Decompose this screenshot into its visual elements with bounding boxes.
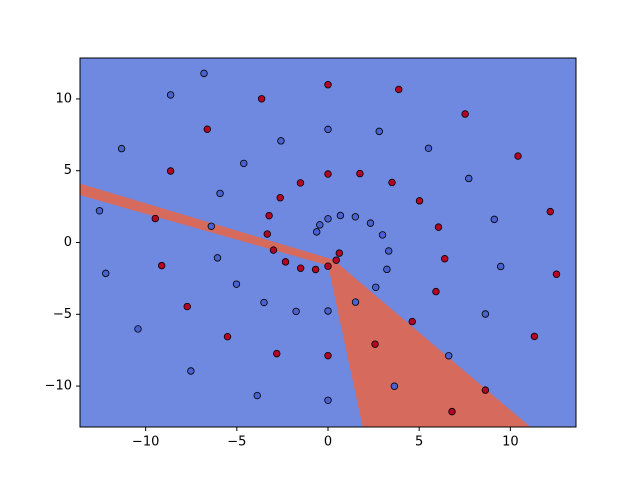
point <box>324 81 332 89</box>
point <box>481 310 490 318</box>
point <box>366 219 375 227</box>
y-tick-label: 0 <box>64 235 72 250</box>
point <box>281 258 290 266</box>
point <box>324 307 332 315</box>
point <box>187 367 195 375</box>
x-tick-label: −10 <box>132 435 159 450</box>
point <box>207 222 215 230</box>
point <box>292 307 300 316</box>
point <box>312 228 321 236</box>
point <box>232 280 241 288</box>
point <box>378 231 387 239</box>
point <box>151 214 160 223</box>
point <box>432 287 440 296</box>
point <box>351 213 360 221</box>
point <box>216 189 224 198</box>
point <box>383 265 391 274</box>
point <box>183 302 191 311</box>
point <box>324 396 332 404</box>
point <box>356 169 364 178</box>
plot-background <box>80 58 576 427</box>
point <box>546 207 554 216</box>
point <box>324 351 332 360</box>
point <box>461 110 469 118</box>
point <box>514 152 522 160</box>
point <box>269 246 278 254</box>
point <box>496 262 505 271</box>
point <box>372 283 380 291</box>
point <box>277 137 285 145</box>
point <box>276 194 284 202</box>
point <box>203 125 211 133</box>
x-tick-label: 0 <box>324 435 332 450</box>
y-tick-label: 10 <box>55 91 72 106</box>
point <box>415 197 424 205</box>
point <box>311 265 320 274</box>
point <box>296 264 305 272</box>
x-tick-label: 10 <box>502 435 519 450</box>
point <box>200 69 208 78</box>
decision-region <box>80 183 531 427</box>
point <box>134 325 142 333</box>
point <box>448 407 456 416</box>
point <box>316 221 324 229</box>
point <box>445 352 453 360</box>
point <box>351 298 360 306</box>
point <box>166 167 175 175</box>
point <box>253 391 261 400</box>
y-tick-label: 5 <box>64 163 72 178</box>
point <box>434 223 443 231</box>
point <box>385 247 393 255</box>
point <box>102 269 110 278</box>
point <box>441 255 449 263</box>
point <box>223 332 232 341</box>
point <box>263 230 271 238</box>
x-tick-label: 5 <box>415 435 423 450</box>
point <box>332 256 340 264</box>
point <box>213 254 222 262</box>
point <box>336 211 345 220</box>
point <box>530 332 539 341</box>
point <box>257 95 266 103</box>
point <box>395 85 403 94</box>
point <box>390 382 399 390</box>
x-tick-label: −5 <box>227 435 246 450</box>
point <box>260 298 268 307</box>
point <box>117 144 126 153</box>
point <box>388 178 396 187</box>
point <box>481 386 490 394</box>
point <box>375 127 383 136</box>
point <box>408 317 416 326</box>
point <box>552 270 561 278</box>
point <box>273 349 281 358</box>
point <box>371 340 379 348</box>
point <box>324 125 332 134</box>
point <box>465 174 473 183</box>
point <box>157 261 166 270</box>
point <box>324 262 332 270</box>
point <box>490 215 499 224</box>
point <box>240 159 248 168</box>
y-tick-label: −10 <box>45 379 72 394</box>
point <box>95 207 104 215</box>
point <box>324 170 332 178</box>
point <box>265 211 273 220</box>
point <box>166 91 175 99</box>
point <box>424 144 433 153</box>
point <box>324 215 332 223</box>
point <box>296 179 305 187</box>
y-tick-label: −5 <box>53 307 72 322</box>
point <box>335 249 344 257</box>
